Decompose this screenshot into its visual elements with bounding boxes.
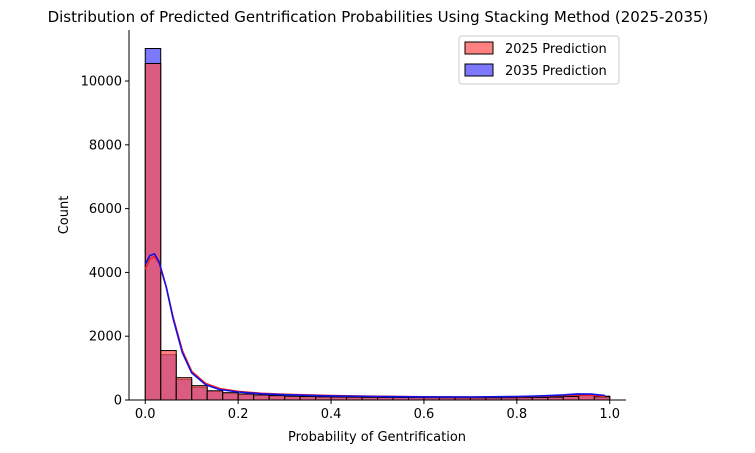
y-axis-label: Count [57,196,72,235]
histogram-bar-2025 [175,377,193,401]
histogram-bar-2025 [253,394,270,401]
legend-frame [458,35,620,85]
histogram-bar-2025 [160,350,177,401]
legend: 2025 Prediction 2035 Prediction [458,35,620,85]
histogram-bar-2025 [268,395,286,401]
x-tick-label: 0.0 [135,407,156,422]
x-tick-label: 0.8 [507,407,528,422]
histogram-bar-2025 [144,62,162,401]
y-tick-label: 0 [114,394,122,409]
histogram-bar-2025 [299,395,317,401]
x-tick-label: 0.2 [228,407,249,422]
histogram-bar-2025 [222,392,239,401]
legend-swatch-2025 [464,41,494,55]
kde-curve-2035 [144,253,606,398]
x-tick-label: 0.6 [414,407,435,422]
bars-layer [144,48,611,401]
histogram-bar-2025 [191,385,208,401]
histogram-bar-2025 [562,395,580,401]
histogram-bar-2025 [237,393,255,401]
x-tick-label: 0.4 [321,407,342,422]
kde-layer [144,253,606,398]
histogram-bar-2025 [578,395,595,401]
y-tick-label: 4000 [89,266,122,281]
legend-label-2035: 2035 Prediction [505,64,607,79]
y-tick-label: 10000 [81,75,122,90]
y-tick-label: 6000 [89,202,122,217]
kde-curve-2025 [144,255,606,398]
y-tick-label: 8000 [89,138,122,153]
x-tick-label: 1.0 [599,407,620,422]
ticks-layer: 0.0 0.2 0.4 0.6 0.8 1.0 0 2000 4000 6000 8000 10000 [81,75,620,422]
histogram-bar-2025 [206,390,224,401]
histogram-bar-2025 [284,395,301,401]
legend-label-2025: 2025 Prediction [505,42,607,57]
chart-title: Distribution of Predicted Gentrification… [48,8,709,26]
y-tick-label: 2000 [89,330,122,345]
x-axis-label: Probability of Gentrification [288,430,466,445]
legend-swatch-2035 [464,63,494,77]
